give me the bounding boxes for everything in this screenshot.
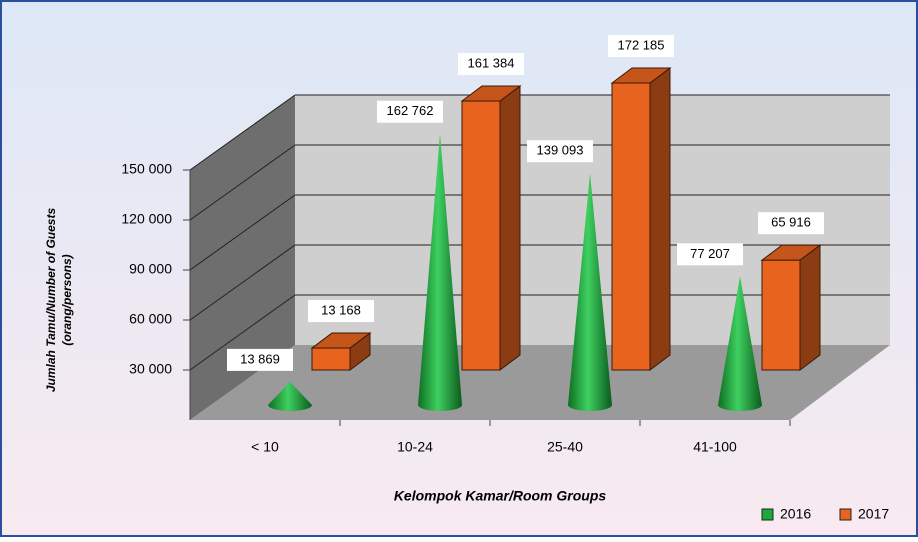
cone (718, 276, 762, 411)
bar-side (649, 67, 671, 371)
bar (311, 347, 351, 371)
cone (418, 133, 462, 412)
legend-swatch (839, 508, 852, 521)
bar-side (799, 244, 821, 371)
bar-top (310, 332, 372, 349)
bar-top (610, 67, 672, 84)
legend-label: 2017 (858, 506, 889, 522)
value-label-box (527, 140, 593, 163)
y-tick-label: 90 000 (129, 261, 172, 277)
y-tick-label: 60 000 (129, 311, 172, 327)
x-tick-label: < 10 (251, 439, 279, 455)
bar-top (460, 85, 522, 102)
grid-line (189, 94, 296, 171)
legend-swatch (761, 508, 774, 521)
value-label: 162 762 (387, 103, 434, 118)
cone (268, 381, 312, 411)
bar (611, 82, 651, 371)
x-tick-label: 41-100 (693, 439, 737, 455)
grid-line (189, 294, 296, 371)
floor (190, 345, 890, 420)
value-label: 13 869 (240, 351, 280, 366)
y-tick-label: 30 000 (129, 361, 172, 377)
value-label: 161 384 (468, 55, 515, 70)
value-label: 139 093 (537, 143, 584, 158)
bar-side (499, 85, 521, 371)
value-label: 65 916 (771, 215, 811, 230)
value-label: 13 168 (321, 302, 361, 317)
value-label-box (458, 53, 524, 76)
bar (461, 100, 501, 371)
y-tick-label: 150 000 (121, 161, 172, 177)
x-axis-label: Kelompok Kamar/Room Groups (394, 488, 607, 504)
y-tick-label: 120 000 (121, 211, 172, 227)
y-axis-label: Jumlah Tamu/Number of Guests (44, 208, 58, 393)
y-axis-unit: (orang/persons) (60, 254, 74, 345)
value-label-box (377, 100, 443, 123)
cone (568, 173, 612, 411)
bar-top (760, 244, 822, 261)
value-label-box (308, 300, 374, 323)
grid-line (189, 194, 296, 271)
x-tick-label: 10-24 (397, 439, 433, 455)
value-label: 172 185 (618, 37, 665, 52)
value-label-box (227, 348, 293, 371)
legend-label: 2016 (780, 506, 811, 522)
value-label-box (758, 212, 824, 235)
bar (761, 259, 801, 371)
side-wall (190, 95, 295, 420)
value-label-box (677, 243, 743, 266)
grid-line (189, 244, 296, 321)
value-label: 77 207 (690, 246, 730, 261)
value-label-box (608, 35, 674, 58)
grid-line (189, 144, 296, 221)
x-tick-label: 25-40 (547, 439, 583, 455)
